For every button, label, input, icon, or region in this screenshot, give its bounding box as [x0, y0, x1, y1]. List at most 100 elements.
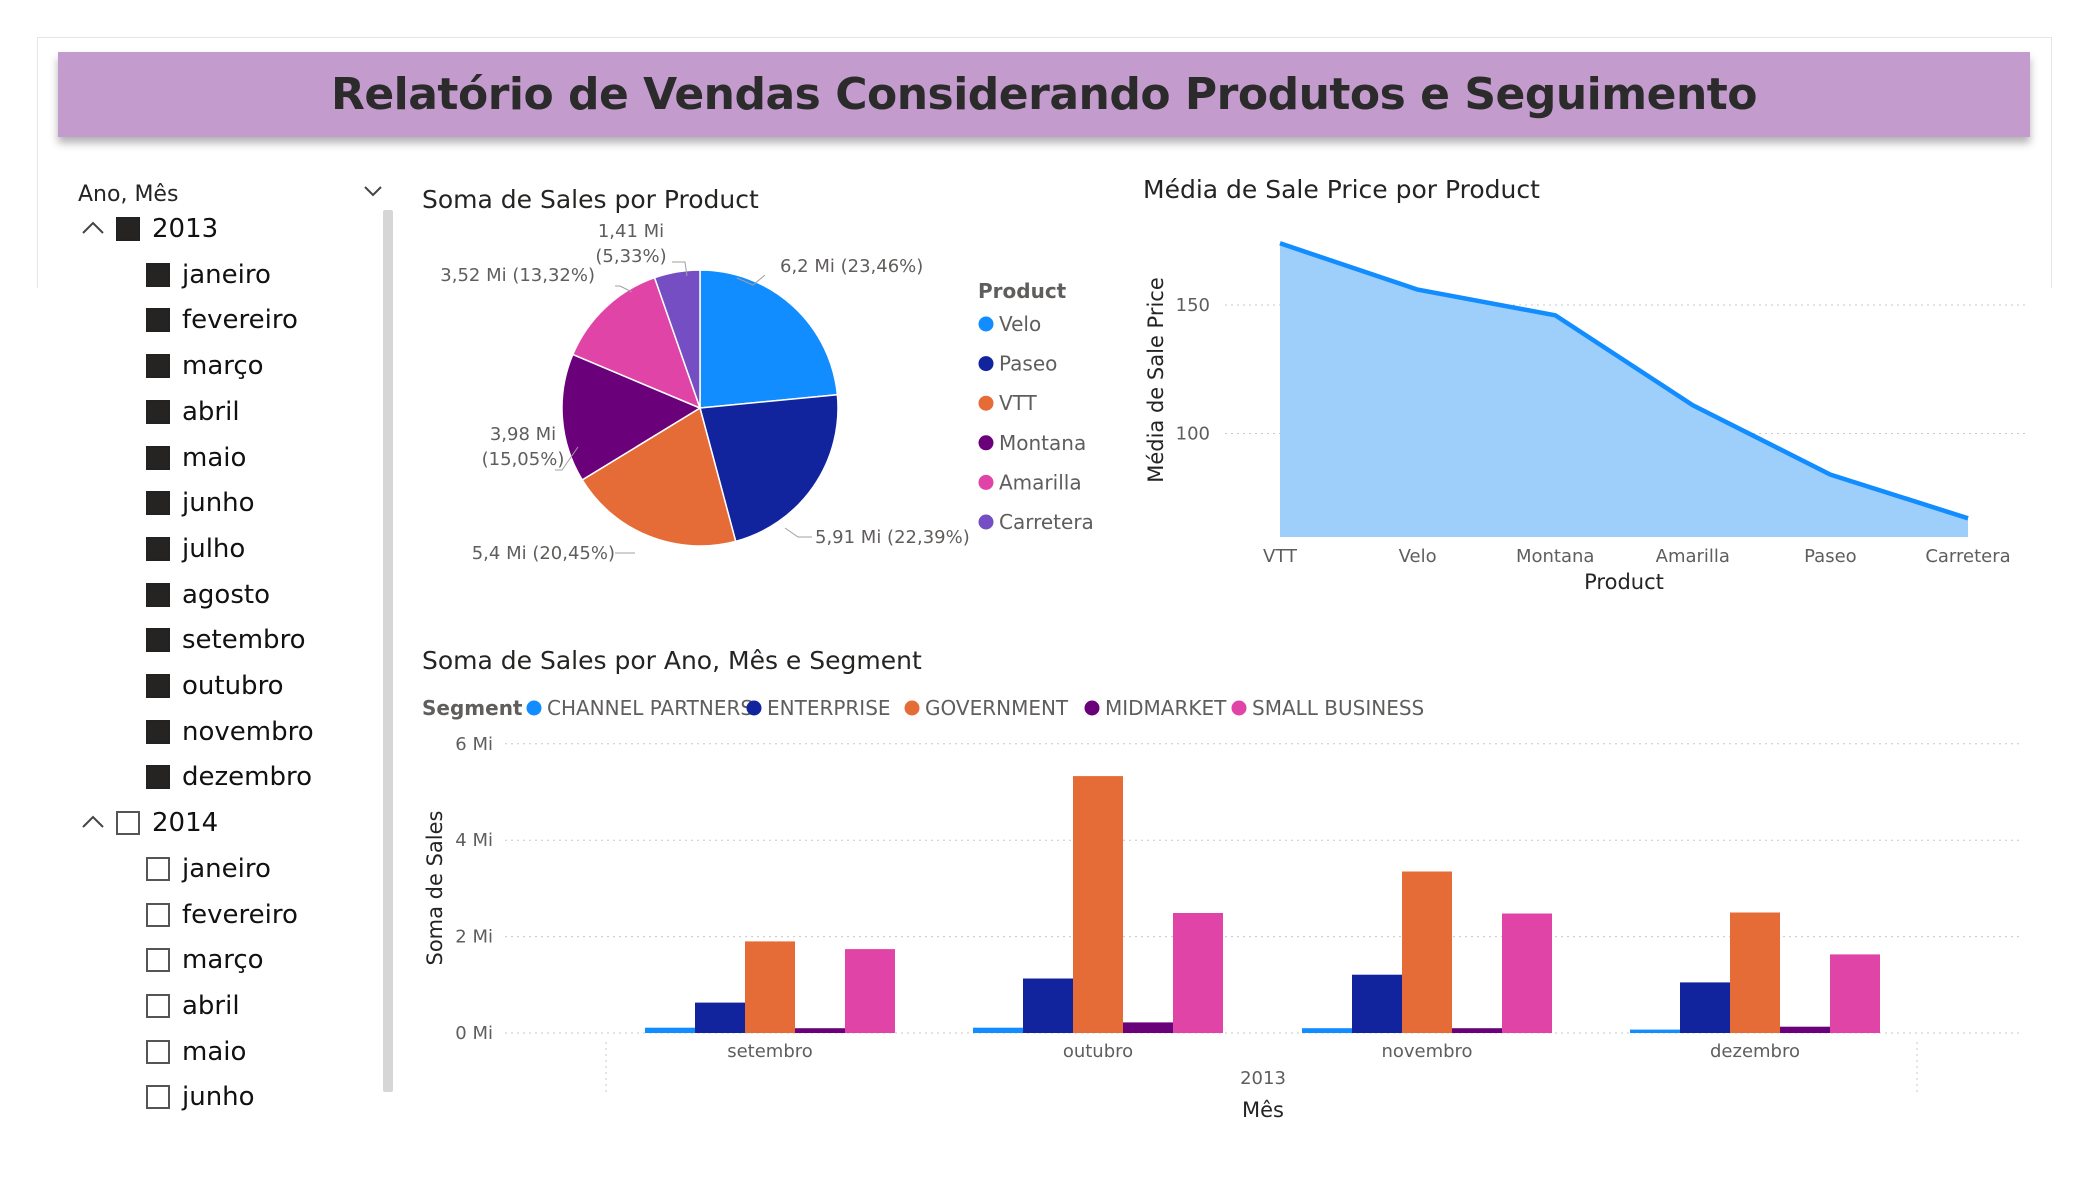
checkbox[interactable] [146, 765, 170, 790]
slicer-month-item[interactable]: dezembro [146, 757, 312, 797]
slicer-month-item[interactable]: novembro [146, 712, 314, 752]
chevron-down-icon[interactable] [358, 176, 388, 206]
checkbox[interactable] [146, 491, 170, 516]
slicer-month-label: maio [182, 442, 247, 473]
slicer-month-item[interactable]: março [146, 346, 264, 386]
bar-enterprise-outubro[interactable] [1023, 978, 1073, 1034]
slicer-year-2013[interactable]: 2013 [78, 209, 218, 249]
legend-item: MIDMARKET [1105, 696, 1227, 720]
slicer-month-item[interactable]: junho [146, 1077, 255, 1117]
y-axis-title: Média de Sale Price [1144, 277, 1168, 483]
checkbox[interactable] [116, 217, 140, 241]
data-label: 5,91 Mi (22,39%) [815, 527, 970, 548]
checkbox[interactable] [146, 262, 170, 287]
y-tick-label: 4 Mi [455, 830, 493, 851]
checkbox[interactable] [146, 582, 170, 607]
bar-midmarket-dezembro[interactable] [1780, 1026, 1830, 1033]
bar-small-business-dezembro[interactable] [1830, 954, 1880, 1033]
slicer-month-label: janeiro [182, 259, 271, 290]
chevron-up-icon[interactable] [78, 808, 108, 838]
slicer-month-item[interactable]: setembro [146, 620, 306, 660]
slicer-month-item[interactable]: janeiro [146, 255, 271, 295]
legend-item: Amarilla [999, 470, 1082, 494]
x-tick-label: setembro [727, 1041, 813, 1062]
bar-government-dezembro[interactable] [1730, 912, 1780, 1034]
checkbox[interactable] [146, 445, 170, 470]
pie-chart-title: Soma de Sales por Product [422, 185, 759, 214]
legend-marker [904, 700, 920, 716]
bar-government-novembro[interactable] [1402, 871, 1452, 1034]
data-label: 1,41 Mi [598, 221, 664, 242]
data-label: (15,05%) [482, 449, 565, 470]
data-label: (5,33%) [595, 246, 666, 267]
checkbox[interactable] [146, 1039, 170, 1064]
pie-slice-carretera[interactable] [653, 269, 701, 409]
bar-government-outubro[interactable] [1073, 776, 1123, 1033]
data-label-leader [615, 285, 633, 293]
checkbox[interactable] [146, 1085, 170, 1110]
bar-small-business-novembro[interactable] [1502, 913, 1552, 1034]
slicer-month-item[interactable]: outubro [146, 666, 284, 706]
pie-slice-vtt[interactable] [581, 406, 737, 547]
slicer-year-2014[interactable]: 2014 [78, 803, 218, 843]
checkbox[interactable] [146, 308, 170, 333]
bar-small-business-outubro[interactable] [1173, 913, 1223, 1033]
checkbox[interactable] [116, 811, 140, 836]
slicer-month-item[interactable]: fevereiro [146, 895, 298, 935]
bar-channel-partners-outubro[interactable] [973, 1027, 1023, 1033]
checkbox[interactable] [146, 354, 170, 379]
bar-enterprise-novembro[interactable] [1352, 974, 1402, 1033]
slicer-month-item[interactable]: maio [146, 438, 246, 478]
bar-government-setembro[interactable] [745, 941, 795, 1033]
data-label-leader [555, 446, 579, 471]
slicer-month-item[interactable]: junho [146, 483, 255, 523]
pie-slice-amarilla[interactable] [571, 276, 702, 410]
slicer-month-label: setembro [182, 625, 306, 656]
bar-channel-partners-novembro[interactable] [1302, 1028, 1352, 1033]
slicer-month-item[interactable]: abril [146, 392, 240, 432]
bar-channel-partners-dezembro[interactable] [1630, 1029, 1680, 1033]
slicer-month-item[interactable]: janeiro [146, 849, 271, 889]
bar-enterprise-dezembro[interactable] [1680, 982, 1730, 1033]
slicer-month-label: junho [182, 1082, 255, 1113]
pie-slice-velo[interactable] [699, 269, 839, 409]
bar-midmarket-novembro[interactable] [1452, 1028, 1502, 1033]
slicer-month-item[interactable]: julho [146, 529, 245, 569]
slicer-header: Ano, Mês [78, 176, 388, 212]
slicer-month-item[interactable]: maio [146, 1032, 246, 1072]
legend-item: Carretera [999, 510, 1094, 534]
chevron-up-icon[interactable] [78, 214, 108, 244]
legend-item: Montana [999, 431, 1086, 455]
legend-item: VTT [999, 391, 1038, 415]
data-label-leader [736, 274, 766, 286]
slicer-month-label: abril [182, 396, 240, 427]
bar-small-business-setembro[interactable] [845, 949, 895, 1033]
slicer-month-item[interactable]: abril [146, 986, 240, 1026]
checkbox[interactable] [146, 993, 170, 1018]
slicer-month-item[interactable]: março [146, 940, 264, 980]
bar-midmarket-setembro[interactable] [795, 1028, 845, 1033]
slicer-scrollbar[interactable] [383, 210, 393, 1092]
pie-slice-montana[interactable] [561, 353, 702, 481]
checkbox[interactable] [146, 902, 170, 927]
checkbox[interactable] [146, 856, 170, 881]
slicer-title: Ano, Mês [78, 182, 179, 207]
checkbox[interactable] [146, 399, 170, 424]
legend-marker [746, 700, 762, 716]
year-month-slicer[interactable]: Ano, Mês 2013 janeiro fevereiro março abril m… [78, 176, 398, 1136]
slicer-month-item[interactable]: agosto [146, 575, 270, 615]
bar-midmarket-outubro[interactable] [1123, 1022, 1173, 1033]
area-line[interactable] [1279, 241, 1969, 521]
pie-slice-paseo[interactable] [699, 393, 839, 543]
bar-enterprise-setembro[interactable] [695, 1002, 745, 1033]
checkbox[interactable] [146, 719, 170, 744]
slicer-year-label: 2013 [152, 214, 219, 244]
checkbox[interactable] [146, 674, 170, 698]
checkbox[interactable] [146, 628, 170, 653]
checkbox[interactable] [146, 536, 170, 561]
legend-marker [526, 700, 542, 716]
bar-channel-partners-setembro[interactable] [645, 1027, 695, 1033]
slicer-month-label: maio [182, 1036, 247, 1067]
slicer-month-item[interactable]: fevereiro [146, 300, 298, 340]
checkbox[interactable] [146, 948, 170, 973]
